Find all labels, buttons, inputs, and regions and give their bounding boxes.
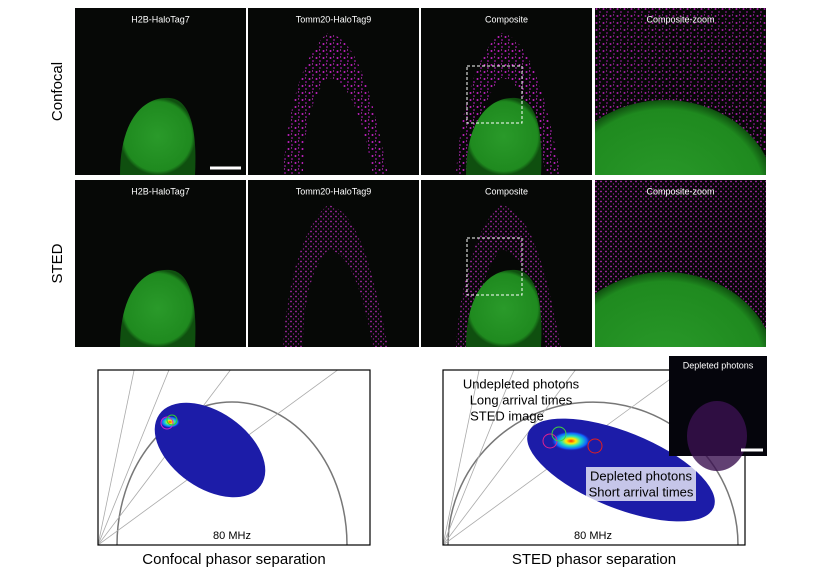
image-panel: H2B-HaloTag7 <box>75 180 246 347</box>
guide-line <box>443 370 515 545</box>
hotspot <box>160 416 180 428</box>
annotation: Short arrival times <box>589 484 694 499</box>
mitochondria <box>456 33 561 175</box>
panel-title: Tomm20-HaloTag9 <box>296 14 372 24</box>
annotation: Depleted photons <box>590 468 692 483</box>
roi <box>160 416 174 430</box>
nucleus <box>595 100 766 175</box>
frequency: 80 MHz <box>213 530 251 542</box>
image: Tomm20-HaloTag9 <box>248 8 419 175</box>
roi <box>587 438 603 454</box>
plot-frame <box>97 369 371 546</box>
caption: STED phasor separation <box>512 551 676 568</box>
nucleus <box>595 272 766 347</box>
guide-line <box>443 370 576 545</box>
nucleus <box>120 269 196 347</box>
image-panel: H2B-HaloTag7 <box>75 8 246 175</box>
mitochondria <box>283 205 388 347</box>
freq-bg <box>210 529 254 542</box>
image: Composite <box>421 8 592 175</box>
plot-frame <box>442 369 746 546</box>
mitochondria <box>456 205 561 347</box>
image: Composite <box>421 180 592 347</box>
image-bg <box>248 8 419 175</box>
caption: Confocal phasor separation <box>142 551 325 568</box>
image: H2B-HaloTag7 <box>75 180 246 347</box>
roi <box>551 426 567 442</box>
hotspot <box>551 431 591 451</box>
image-panel: Composite <box>421 180 592 347</box>
panel-title: Composite-zoom <box>646 186 714 196</box>
frequency: 80 MHz <box>574 530 612 542</box>
annotation: Undepleted photons <box>463 376 580 391</box>
row-label: STED <box>49 243 66 283</box>
guide-line <box>98 370 170 545</box>
inset-cell <box>687 401 747 471</box>
roi <box>166 414 178 426</box>
semicircle <box>116 401 348 545</box>
image-panel: Tomm20-HaloTag9 <box>248 180 419 347</box>
panel-title: Composite-zoom <box>646 14 714 24</box>
image-panel: Tomm20-HaloTag9 <box>248 8 419 175</box>
guide-line <box>443 370 480 545</box>
nucleus <box>120 97 196 175</box>
image-panel: Composite-zoom <box>595 180 766 347</box>
freq-bg <box>571 529 615 542</box>
mitochondria <box>283 33 388 175</box>
inset-title: Depleted photons <box>683 360 754 370</box>
annotation: STED image <box>470 408 544 423</box>
guide-line <box>98 370 135 545</box>
zoom-box <box>466 65 523 124</box>
nucleus <box>466 269 542 347</box>
cloud <box>154 402 266 498</box>
panel-title: Composite <box>485 14 528 24</box>
panel-title: H2B-HaloTag7 <box>131 186 190 196</box>
image: Tomm20-HaloTag9 <box>248 180 419 347</box>
annotation: Long arrival times <box>470 392 573 407</box>
panel-title: Composite <box>485 186 528 196</box>
phasor-plot: 80 MHz <box>98 370 370 545</box>
image: Composite-zoom <box>595 180 766 347</box>
image-panel: Composite <box>421 8 592 175</box>
image-bg <box>248 180 419 347</box>
annotation-bg <box>586 467 696 501</box>
panel-title: H2B-HaloTag7 <box>131 14 190 24</box>
panel-title: Tomm20-HaloTag9 <box>296 186 372 196</box>
image-panel: Composite-zoom <box>595 8 766 175</box>
image: Composite-zoom <box>595 8 766 175</box>
image: H2B-HaloTag7 <box>75 8 246 175</box>
zoom-box <box>466 237 523 296</box>
semicircle <box>447 401 739 545</box>
nucleus <box>466 97 542 175</box>
row-label: Confocal <box>49 62 66 121</box>
